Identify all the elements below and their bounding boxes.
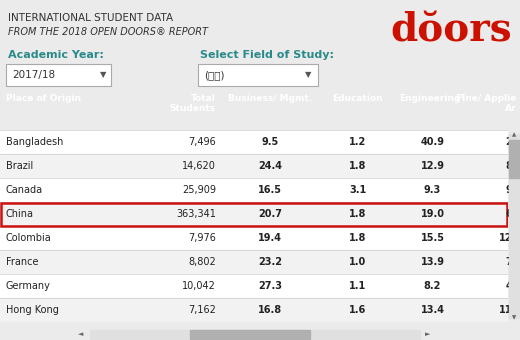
Bar [0, 178, 508, 202]
Bar [509, 140, 519, 178]
Text: ▼: ▼ [100, 70, 106, 80]
Bar [0, 202, 508, 226]
Text: 10,042: 10,042 [182, 281, 216, 291]
Text: Bangladesh: Bangladesh [6, 137, 63, 147]
Text: INTERNATIONAL STUDENT DATA: INTERNATIONAL STUDENT DATA [8, 13, 173, 23]
Text: 363,341: 363,341 [176, 209, 216, 219]
Text: Fine/ Applie
Ar: Fine/ Applie Ar [456, 94, 516, 114]
Text: 3.1: 3.1 [349, 185, 366, 195]
Text: 9.5: 9.5 [262, 137, 279, 147]
Text: Place of Origin: Place of Origin [6, 94, 81, 103]
Text: 6.: 6. [505, 209, 516, 219]
Text: Germany: Germany [6, 281, 51, 291]
Text: 9.3: 9.3 [424, 185, 441, 195]
Text: ►: ► [425, 331, 431, 337]
Bar [509, 134, 519, 318]
Text: 13.4: 13.4 [421, 305, 445, 315]
FancyBboxPatch shape [6, 64, 111, 86]
Text: 7,976: 7,976 [188, 233, 216, 243]
Text: 11.: 11. [499, 305, 516, 315]
Text: 1.1: 1.1 [349, 281, 366, 291]
Text: 8,802: 8,802 [188, 257, 216, 267]
Bar [0, 298, 508, 322]
Text: 2.: 2. [505, 137, 516, 147]
Text: 7,162: 7,162 [188, 305, 216, 315]
Text: 1.8: 1.8 [349, 161, 366, 171]
Bar [0, 130, 508, 154]
Text: 14,620: 14,620 [182, 161, 216, 171]
Text: 4.: 4. [505, 281, 516, 291]
Text: 25,909: 25,909 [182, 185, 216, 195]
Text: Business/ Mgmt.: Business/ Mgmt. [228, 94, 312, 103]
Text: Academic Year:: Academic Year: [8, 50, 104, 60]
Text: 8.: 8. [505, 161, 516, 171]
Text: ◄: ◄ [77, 331, 83, 337]
FancyBboxPatch shape [198, 64, 318, 86]
Text: 9.: 9. [505, 185, 516, 195]
Text: 27.3: 27.3 [258, 281, 282, 291]
Text: 1.6: 1.6 [349, 305, 366, 315]
Bar [0, 274, 508, 298]
Text: Engineering*: Engineering* [399, 94, 465, 103]
Text: 1.0: 1.0 [349, 257, 366, 267]
Bar [190, 329, 310, 339]
Text: Hong Kong: Hong Kong [6, 305, 59, 315]
Text: 7,496: 7,496 [188, 137, 216, 147]
Text: Brazil: Brazil [6, 161, 33, 171]
Text: 12.: 12. [499, 233, 516, 243]
Text: 40.9: 40.9 [421, 137, 445, 147]
Bar [0, 154, 508, 178]
Text: Education: Education [332, 94, 383, 103]
Text: 19.0: 19.0 [421, 209, 445, 219]
Text: ▼: ▼ [512, 315, 516, 320]
Text: dŏors: dŏors [391, 11, 512, 49]
Text: 23.2: 23.2 [258, 257, 282, 267]
Text: ▼: ▼ [305, 70, 311, 80]
Text: 16.5: 16.5 [258, 185, 282, 195]
Text: France: France [6, 257, 38, 267]
Text: 12.9: 12.9 [421, 161, 445, 171]
Text: Colombia: Colombia [6, 233, 52, 243]
Text: (全部): (全部) [204, 70, 225, 80]
Text: 16.8: 16.8 [258, 305, 282, 315]
Text: 19.4: 19.4 [258, 233, 282, 243]
Text: 8.2: 8.2 [424, 281, 441, 291]
Bar [0, 226, 508, 250]
Text: 1.8: 1.8 [349, 233, 366, 243]
Text: FROM THE 2018 OPEN DOORS® REPORT: FROM THE 2018 OPEN DOORS® REPORT [8, 27, 208, 37]
Text: 24.4: 24.4 [258, 161, 282, 171]
Text: 1.2: 1.2 [349, 137, 366, 147]
Text: 2017/18: 2017/18 [12, 70, 55, 80]
Text: 20.7: 20.7 [258, 209, 282, 219]
Text: Canada: Canada [6, 185, 43, 195]
Text: 1.8: 1.8 [349, 209, 366, 219]
Text: China: China [6, 209, 34, 219]
Bar [0, 250, 508, 274]
Text: 15.5: 15.5 [421, 233, 445, 243]
Text: Select Field of Study:: Select Field of Study: [200, 50, 334, 60]
Text: 13.9: 13.9 [421, 257, 445, 267]
Bar [90, 329, 420, 339]
Text: 7.: 7. [505, 257, 516, 267]
Text: ▲: ▲ [512, 132, 516, 137]
Text: Total
Students: Total Students [170, 94, 216, 114]
